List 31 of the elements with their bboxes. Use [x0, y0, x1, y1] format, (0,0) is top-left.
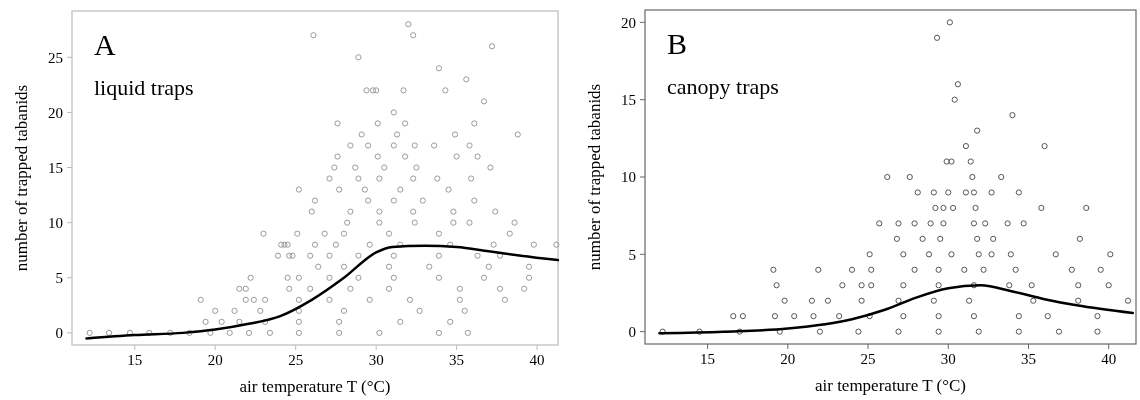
x-tick-label: 20	[207, 352, 223, 368]
y-tick-label: 0	[628, 323, 636, 340]
y-axis-title: number of trapped tabanids	[585, 83, 604, 271]
y-tick-label: 10	[48, 214, 63, 231]
y-tick-label: 20	[48, 104, 63, 121]
x-tick-label: 35	[449, 352, 465, 368]
x-tick-label: 30	[940, 351, 956, 367]
x-axis-title: air temperature T (°C)	[239, 377, 391, 396]
y-tick-label: 25	[48, 49, 63, 66]
x-tick-label: 25	[288, 352, 304, 368]
x-tick-label: 15	[127, 352, 143, 368]
x-axis-title: air temperature T (°C)	[814, 376, 967, 395]
y-tick-label: 5	[55, 270, 63, 287]
y-tick-label: 5	[628, 246, 636, 263]
text: canopy traps	[667, 74, 779, 99]
x-tick-label: 30	[368, 352, 384, 368]
x-tick-label: 40	[1101, 351, 1117, 367]
y-tick-label: 20	[621, 14, 636, 31]
x-tick-label: 20	[780, 351, 796, 367]
x-tick-label: 15	[700, 351, 716, 367]
x-tick-label: 40	[529, 352, 545, 368]
text: B	[667, 27, 688, 60]
y-tick-label: 15	[621, 91, 636, 108]
x-tick-label: 35	[1020, 351, 1036, 367]
y-tick-label: 10	[621, 169, 636, 186]
y-tick-label: 15	[48, 159, 63, 176]
text: A	[94, 28, 116, 61]
y-tick-label: 0	[55, 325, 63, 342]
text: liquid traps	[94, 75, 194, 100]
y-axis-title: number of trapped tabanids	[12, 84, 31, 272]
x-tick-label: 25	[860, 351, 876, 367]
